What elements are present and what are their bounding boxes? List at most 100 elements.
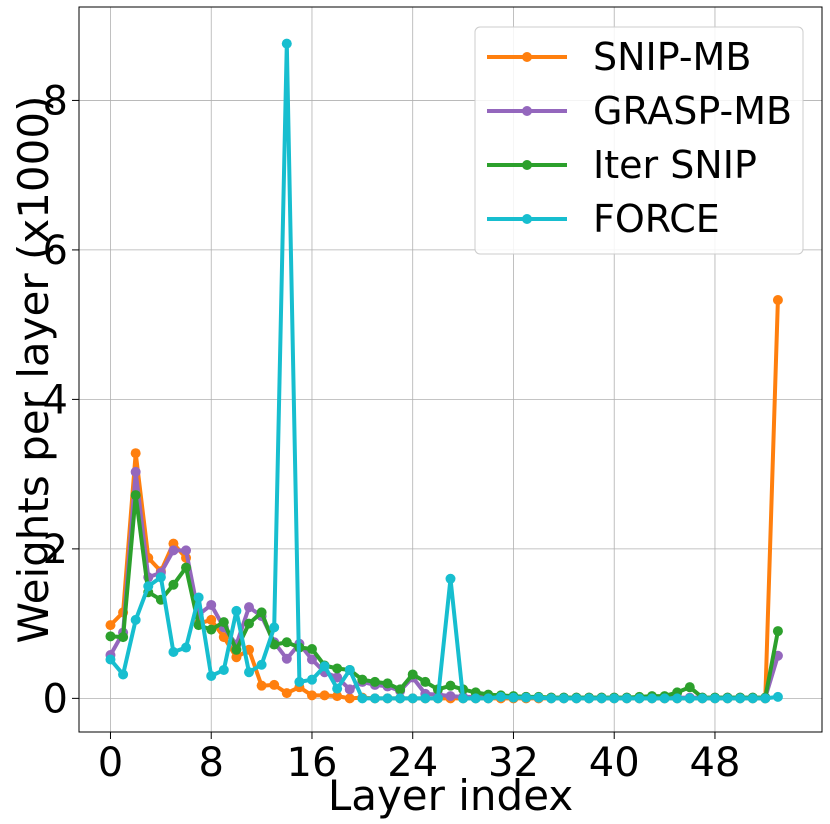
data-point-force [181, 642, 192, 653]
data-point-force [684, 693, 695, 704]
legend-label-snip-mb: SNIP-MB [593, 35, 751, 79]
data-point-force [407, 693, 418, 704]
data-point-force [118, 669, 129, 680]
data-point-force [722, 693, 733, 704]
data-point-force [558, 693, 569, 704]
data-point-iter-snip [244, 618, 255, 629]
data-point-force [495, 691, 506, 702]
y-tick-label: 2 [43, 527, 68, 573]
series-iter-snip [105, 490, 783, 703]
data-point-force [596, 693, 607, 704]
legend-marker-force [522, 214, 532, 224]
x-tick-label: 48 [690, 740, 741, 786]
data-point-grasp-mb [306, 654, 317, 665]
x-tick-label: 8 [199, 740, 224, 786]
data-point-snip-mb [281, 688, 292, 699]
data-point-grasp-mb [244, 602, 255, 613]
legend-item-snip-mb: SNIP-MB [487, 35, 751, 79]
data-point-snip-mb [269, 679, 280, 690]
data-point-force [508, 692, 519, 703]
data-point-snip-mb [256, 680, 267, 691]
data-point-force [672, 693, 683, 704]
data-point-force [168, 647, 179, 658]
data-point-snip-mb [105, 620, 116, 631]
data-point-force [319, 661, 330, 672]
data-point-snip-mb [319, 690, 330, 701]
legend-item-grasp-mb: GRASP-MB [487, 89, 792, 133]
x-tick-label: 24 [387, 740, 438, 786]
data-point-force [709, 693, 720, 704]
data-point-snip-mb [218, 632, 229, 643]
data-point-force [772, 691, 783, 702]
data-point-snip-mb [130, 448, 141, 459]
data-point-iter-snip [181, 562, 192, 573]
data-point-iter-snip [218, 617, 229, 628]
data-point-force [621, 693, 632, 704]
data-point-force [155, 572, 166, 583]
x-tick-label: 0 [98, 740, 123, 786]
data-point-force [571, 693, 582, 704]
data-point-iter-snip [369, 676, 380, 687]
data-point-iter-snip [382, 678, 393, 689]
data-point-force [269, 622, 280, 633]
data-point-force [760, 693, 771, 704]
data-point-force [432, 693, 443, 704]
data-point-iter-snip [684, 682, 695, 693]
data-point-force [344, 664, 355, 675]
data-point-iter-snip [269, 639, 280, 650]
data-point-iter-snip [420, 676, 431, 687]
data-point-force [420, 693, 431, 704]
data-point-force [218, 664, 229, 675]
data-point-force [445, 573, 456, 584]
data-point-force [735, 693, 746, 704]
data-point-force [143, 581, 154, 592]
data-point-snip-mb [772, 294, 783, 305]
series-grasp-mb [105, 466, 783, 703]
data-point-force [369, 693, 380, 704]
legend-label-grasp-mb: GRASP-MB [593, 89, 792, 133]
y-axis-label: Weights per layer (x1000) [9, 96, 58, 644]
data-point-force [306, 674, 317, 685]
data-point-force [332, 683, 343, 694]
data-point-force [584, 693, 595, 704]
data-point-force [521, 692, 532, 703]
y-tick-label: 6 [43, 228, 68, 274]
data-point-iter-snip [206, 624, 217, 635]
data-point-iter-snip [105, 631, 116, 642]
data-point-force [382, 693, 393, 704]
x-tick-label: 40 [589, 740, 640, 786]
data-point-grasp-mb [206, 599, 217, 610]
data-point-grasp-mb [130, 466, 141, 477]
data-point-iter-snip [395, 684, 406, 695]
data-point-force [105, 654, 116, 665]
data-point-force [294, 676, 305, 687]
legend-label-iter-snip: Iter SNIP [593, 143, 757, 187]
data-point-grasp-mb [168, 545, 179, 556]
data-point-snip-mb [231, 652, 242, 663]
legend-item-force: FORCE [487, 197, 720, 241]
data-point-grasp-mb [344, 684, 355, 695]
data-point-iter-snip [231, 644, 242, 655]
y-tick-label: 4 [43, 377, 68, 423]
plot-frame [78, 6, 823, 733]
legend-box [474, 26, 804, 255]
data-point-force [646, 693, 657, 704]
data-point-iter-snip [256, 607, 267, 618]
data-point-force [697, 693, 708, 704]
data-point-snip-mb [332, 691, 343, 702]
data-point-iter-snip [118, 632, 129, 643]
data-point-grasp-mb [445, 691, 456, 702]
legend: SNIP-MB GRASP-MB Iter SNIP FORCE [474, 26, 804, 255]
data-point-snip-mb [344, 693, 355, 704]
x-tick-label: 32 [488, 740, 539, 786]
data-point-force [609, 693, 620, 704]
data-point-force [533, 692, 544, 703]
data-point-iter-snip [332, 663, 343, 674]
data-point-force [747, 693, 758, 704]
data-point-force [357, 693, 368, 704]
data-point-force [244, 667, 255, 678]
x-tick-label: 16 [287, 740, 338, 786]
data-point-iter-snip [168, 579, 179, 590]
data-point-force [130, 614, 141, 625]
